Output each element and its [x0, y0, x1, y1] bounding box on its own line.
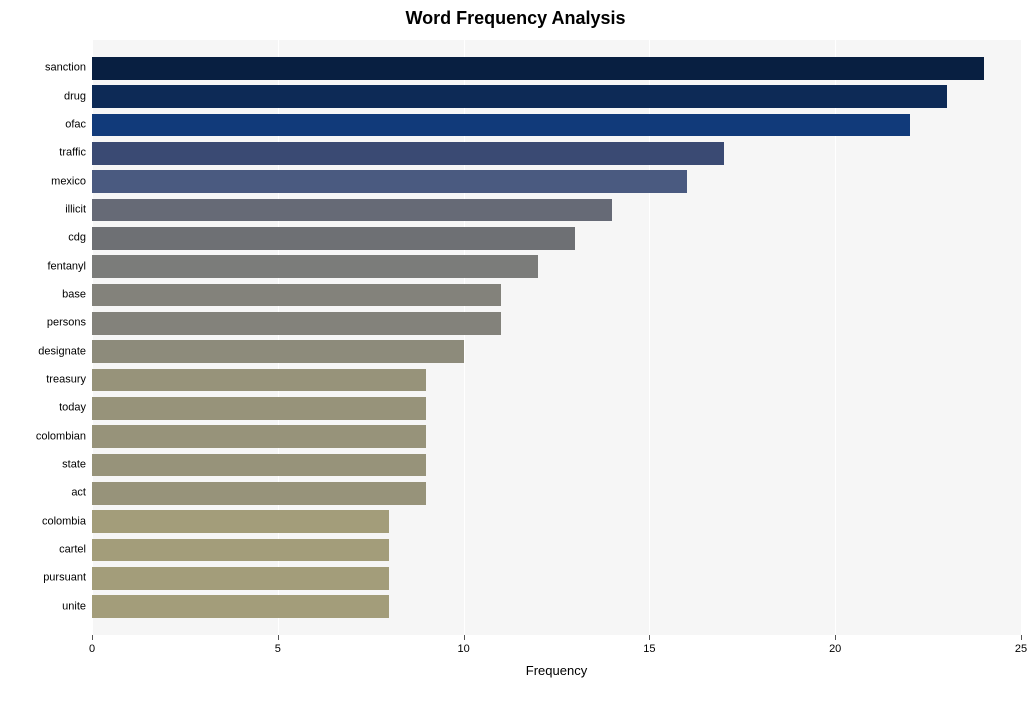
bar [92, 85, 947, 108]
y-tick-label: traffic [59, 148, 86, 159]
y-tick-label: designate [38, 346, 86, 357]
y-tick-label: fentanyl [47, 261, 86, 272]
x-tick-mark [835, 635, 836, 640]
bar [92, 425, 426, 448]
bar [92, 340, 464, 363]
bar [92, 57, 984, 80]
y-tick-label: sanction [45, 63, 86, 74]
y-tick-label: state [62, 460, 86, 471]
bar [92, 142, 724, 165]
y-tick-label: cartel [59, 545, 86, 556]
bar [92, 284, 501, 307]
y-tick-label: colombian [36, 431, 86, 442]
bar [92, 255, 538, 278]
x-tick-mark [649, 635, 650, 640]
chart-container: Word Frequency Analysis Frequency 0 5 10 15… [0, 0, 1031, 701]
plot-area [92, 40, 1021, 635]
chart-title: Word Frequency Analysis [0, 8, 1031, 29]
x-tick-label: 5 [275, 643, 281, 655]
grid-line [1021, 40, 1022, 635]
y-tick-label: illicit [65, 205, 86, 216]
bar [92, 510, 389, 533]
y-tick-label: unite [62, 601, 86, 612]
bar [92, 199, 612, 222]
bar [92, 227, 575, 250]
y-tick-label: ofac [65, 120, 86, 131]
x-tick-label: 20 [829, 643, 841, 655]
y-tick-label: treasury [46, 375, 86, 386]
bar [92, 170, 687, 193]
bar [92, 312, 501, 335]
x-tick-mark [1021, 635, 1022, 640]
y-tick-label: pursuant [43, 573, 86, 584]
x-tick-mark [92, 635, 93, 640]
y-tick-label: mexico [51, 176, 86, 187]
y-tick-label: persons [47, 318, 86, 329]
x-axis-label: Frequency [92, 663, 1021, 678]
bar [92, 595, 389, 618]
y-tick-label: base [62, 290, 86, 301]
x-tick-mark [464, 635, 465, 640]
bar [92, 454, 426, 477]
bar [92, 539, 389, 562]
y-tick-label: today [59, 403, 86, 414]
bar [92, 369, 426, 392]
bar [92, 397, 426, 420]
x-tick-label: 0 [89, 643, 95, 655]
y-tick-label: drug [64, 91, 86, 102]
bar [92, 482, 426, 505]
x-tick-label: 25 [1015, 643, 1027, 655]
y-tick-label: act [71, 488, 86, 499]
y-tick-label: cdg [68, 233, 86, 244]
bar [92, 114, 910, 137]
x-tick-mark [278, 635, 279, 640]
bar [92, 567, 389, 590]
x-tick-label: 15 [643, 643, 655, 655]
y-tick-label: colombia [42, 516, 86, 527]
x-tick-label: 10 [457, 643, 469, 655]
